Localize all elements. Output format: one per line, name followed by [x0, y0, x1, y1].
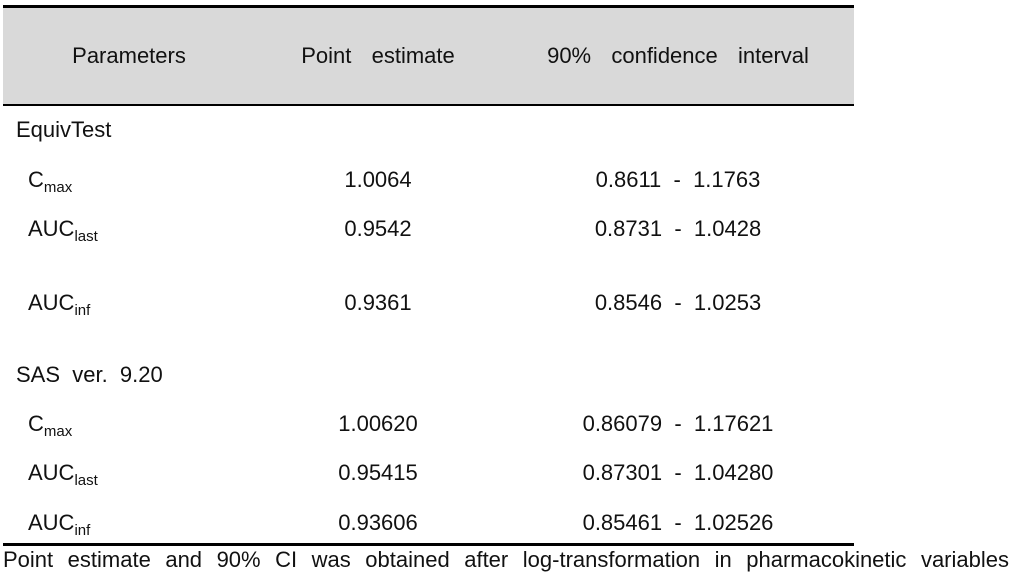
- row-point-estimate: 0.95415: [338, 460, 418, 485]
- results-table: Parameters Point estimate 90% confidence…: [3, 5, 854, 546]
- row-param: AUCinf: [28, 510, 91, 539]
- row-param: Cmax: [28, 411, 73, 440]
- table-header: [3, 8, 854, 104]
- header-point-estimate: Point estimate: [301, 43, 455, 68]
- row-point-estimate: 1.00620: [338, 411, 418, 436]
- row-param: AUCinf: [28, 290, 91, 319]
- footnote: Point estimate and 90% CI was obtained a…: [3, 547, 1009, 572]
- table-header-rule: [3, 104, 854, 106]
- row-point-estimate: 0.9542: [344, 216, 412, 241]
- row-ci: 0.8731 - 1.0428: [594, 216, 762, 241]
- header-confidence-interval: 90% confidence interval: [547, 43, 809, 68]
- row-point-estimate: 0.93606: [338, 510, 418, 535]
- table-bottom-rule: [3, 543, 854, 546]
- row-point-estimate: 1.0064: [344, 167, 412, 192]
- section-title-sas: SAS ver. 9.20: [16, 362, 163, 387]
- row-point-estimate: 0.9361: [344, 290, 412, 315]
- row-ci: 0.86079 - 1.17621: [582, 411, 774, 436]
- row-param: Cmax: [28, 167, 73, 196]
- section-title-equivtest: EquivTest: [16, 117, 112, 142]
- row-ci: 0.8611 - 1.1763: [595, 167, 761, 192]
- row-param: AUClast: [28, 460, 98, 489]
- row-param: AUClast: [28, 216, 98, 245]
- row-ci: 0.87301 - 1.04280: [582, 460, 774, 485]
- row-ci: 0.8546 - 1.0253: [594, 290, 762, 315]
- header-parameters: Parameters: [72, 43, 186, 68]
- row-ci: 0.85461 - 1.02526: [582, 510, 774, 535]
- table-top-rule: [3, 5, 854, 8]
